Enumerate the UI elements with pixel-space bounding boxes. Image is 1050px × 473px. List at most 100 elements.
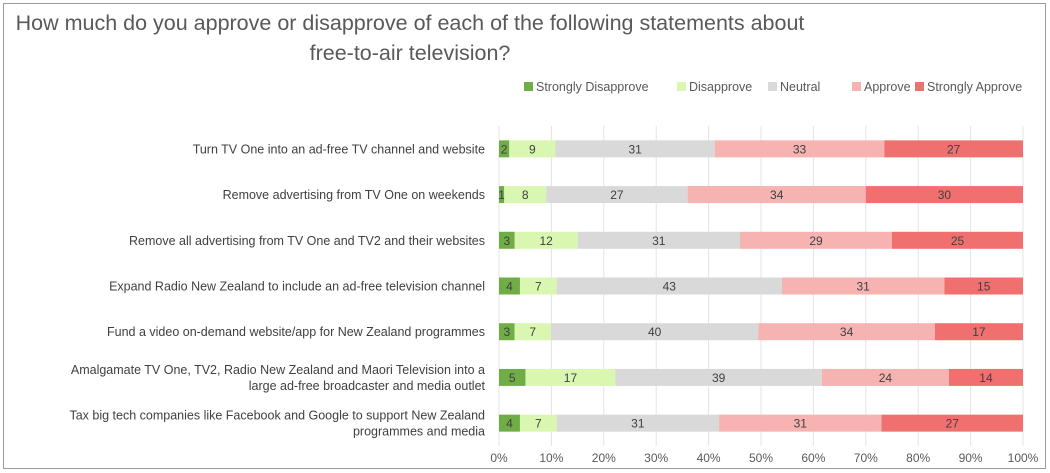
x-tick-label: 50% — [749, 451, 773, 465]
category-label: programmes and media — [353, 425, 485, 439]
data-label: 30 — [938, 188, 952, 202]
data-label: 27 — [610, 188, 624, 202]
data-label: 4 — [506, 417, 513, 431]
bar-segment — [884, 140, 1023, 158]
data-label: 1 — [498, 188, 505, 202]
data-label: 8 — [522, 188, 529, 202]
data-label: 33 — [793, 142, 807, 156]
data-label: 2 — [501, 142, 508, 156]
bar-segment — [556, 414, 720, 432]
data-label: 24 — [879, 371, 893, 385]
x-tick-label: 100% — [1008, 451, 1039, 465]
x-tick-label: 0% — [490, 451, 508, 465]
data-label: 17 — [972, 325, 986, 339]
legend-swatch — [852, 82, 861, 91]
data-label: 7 — [529, 325, 536, 339]
legend-swatch — [677, 82, 686, 91]
category-label: Remove all advertising from TV One and T… — [129, 234, 485, 248]
x-tick-label: 80% — [906, 451, 930, 465]
bar-segment — [865, 186, 1023, 204]
bar-segment — [546, 186, 688, 204]
bar-segment — [499, 368, 526, 386]
bar-segment — [740, 231, 892, 249]
data-label: 17 — [564, 371, 578, 385]
data-label: 5 — [509, 371, 516, 385]
legend-swatch — [524, 82, 533, 91]
data-label: 25 — [951, 234, 965, 248]
category-label: Tax big tech companies like Facebook and… — [69, 409, 485, 423]
bar-segment — [821, 368, 949, 386]
bar-segment — [714, 140, 885, 158]
data-label: 43 — [663, 280, 677, 294]
bar-segment — [758, 323, 935, 341]
bar-segment — [504, 186, 547, 204]
data-label: 9 — [529, 142, 536, 156]
bar-segment — [687, 186, 866, 204]
bar-segment — [499, 277, 520, 295]
legend-label: Neutral — [780, 80, 820, 94]
category-label: Fund a video on-demand website/app for N… — [107, 325, 485, 339]
category-label: Turn TV One into an ad-free TV channel a… — [193, 142, 485, 156]
x-tick-label: 30% — [644, 451, 668, 465]
bar-segment — [509, 140, 556, 158]
category-label: Expand Radio New Zealand to include an a… — [109, 280, 485, 294]
bar-segment — [934, 323, 1023, 341]
x-tick-label: 10% — [539, 451, 563, 465]
category-label: Amalgamate TV One, TV2, Radio New Zealan… — [71, 363, 485, 377]
bar-segment — [892, 231, 1023, 249]
data-label: 40 — [648, 325, 662, 339]
data-label: 31 — [652, 234, 666, 248]
data-label: 31 — [631, 417, 645, 431]
data-label: 7 — [535, 280, 542, 294]
legend-swatch — [768, 82, 777, 91]
bar-segment — [556, 277, 782, 295]
bar-segment — [519, 277, 557, 295]
data-label: 14 — [979, 371, 993, 385]
data-label: 7 — [535, 417, 542, 431]
data-label: 31 — [628, 142, 642, 156]
bar-segment — [719, 414, 882, 432]
data-label: 31 — [857, 280, 871, 294]
legend-label: Strongly Disapprove — [536, 80, 649, 94]
bar-segment — [577, 231, 741, 249]
legend-label: Approve — [864, 80, 911, 94]
bar-segment — [499, 140, 510, 158]
x-tick-label: 90% — [959, 451, 983, 465]
bar-segment — [525, 368, 616, 386]
legend-label: Strongly Approve — [927, 80, 1022, 94]
data-label: 31 — [794, 417, 808, 431]
x-tick-label: 20% — [592, 451, 616, 465]
bar-segment — [550, 323, 759, 341]
bar-segment — [944, 277, 1023, 295]
bar-segment — [499, 323, 515, 341]
data-label: 27 — [946, 417, 960, 431]
chart-title: How much do you approve or disapprove of… — [15, 11, 805, 65]
data-label: 3 — [503, 325, 510, 339]
x-tick-label: 40% — [697, 451, 721, 465]
x-tick-label: 60% — [801, 451, 825, 465]
category-label: Remove advertising from TV One on weeken… — [223, 188, 485, 202]
bar-segment — [615, 368, 822, 386]
data-label: 27 — [947, 142, 961, 156]
legend-swatch — [915, 82, 924, 91]
category-label: large ad-free broadcaster and media outl… — [249, 379, 486, 393]
data-label: 34 — [840, 325, 854, 339]
data-label: 15 — [977, 280, 991, 294]
data-label: 34 — [770, 188, 784, 202]
bar-segment — [948, 368, 1023, 386]
bar-segment — [519, 414, 557, 432]
bar-segment — [781, 277, 945, 295]
bar-segment — [514, 323, 551, 341]
bar-segment — [555, 140, 715, 158]
bar-segment — [499, 414, 520, 432]
bar-segment — [514, 231, 578, 249]
bar-segment — [499, 231, 515, 249]
data-label: 39 — [712, 371, 726, 385]
legend-label: Disapprove — [689, 80, 752, 94]
data-label: 12 — [539, 234, 553, 248]
data-label: 4 — [506, 280, 513, 294]
data-label: 29 — [809, 234, 823, 248]
bar-segment — [499, 186, 505, 204]
bar-segment — [881, 414, 1023, 432]
